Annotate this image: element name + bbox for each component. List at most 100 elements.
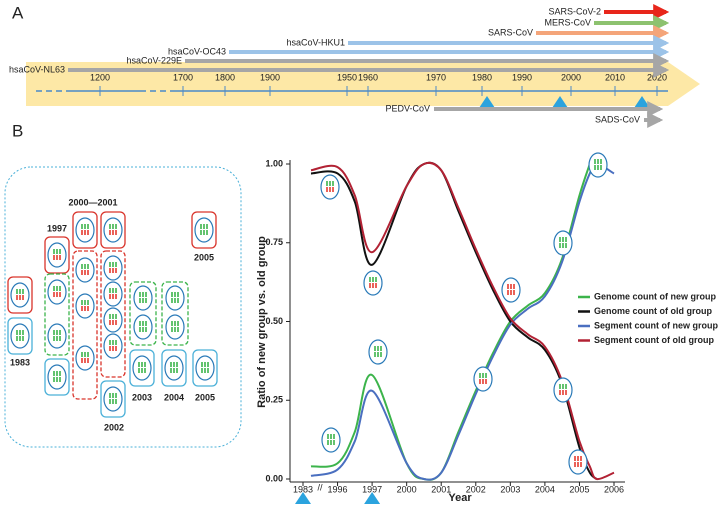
x-tick-label: 1983: [293, 484, 313, 494]
virus-label: hsaCoV-HKU1: [286, 37, 345, 47]
x-tick-label: 2000: [397, 484, 417, 494]
group-box: [72, 211, 98, 249]
y-tick-label: 0.75: [265, 237, 283, 247]
event-marker: [479, 96, 495, 108]
timeline-label: 1960: [358, 72, 378, 82]
group-box: [100, 250, 126, 378]
y-tick-label: 1.00: [265, 158, 283, 168]
genome-icon: [47, 323, 67, 349]
x-axis-label: Year: [448, 492, 472, 504]
genome-icon: [165, 314, 185, 340]
series-line: [310, 161, 598, 480]
legend-label: Segment count of new group: [594, 320, 718, 330]
x-tick-label: 2003: [500, 484, 520, 494]
group-box: [191, 211, 217, 249]
event-marker: [364, 492, 381, 504]
genome-icon: [103, 333, 123, 359]
virus-label: SARS-CoV-2: [548, 6, 601, 16]
group-box: [72, 250, 98, 400]
genome-icon: [568, 449, 588, 475]
group-box: [44, 236, 70, 274]
x-tick-label: 1996: [328, 484, 348, 494]
virus-label: SARS-CoV: [488, 27, 533, 37]
diagram-label: 1997: [47, 223, 67, 233]
x-tick-label: 2004: [535, 484, 555, 494]
panel-label: B: [12, 121, 23, 140]
genome-icon: [553, 377, 573, 403]
genome-icon: [75, 293, 95, 319]
virus-label: hsaCoV-NL63: [9, 64, 65, 74]
group-box: [7, 276, 33, 314]
event-marker: [295, 492, 311, 504]
timeline-label: 1970: [426, 72, 446, 82]
diagram-label: 2003: [132, 392, 152, 402]
group-box: [129, 281, 157, 346]
genome-icon: [10, 323, 30, 349]
panel-label: A: [12, 3, 24, 22]
x-tick-label: 1997: [362, 484, 382, 494]
genome-icon: [10, 282, 30, 308]
genome-icon: [103, 255, 123, 281]
genome-icon: [47, 279, 67, 305]
diagram-label: 2000—2001: [68, 197, 117, 207]
x-tick-label: 2006: [604, 484, 624, 494]
timeline-label: 2000: [561, 72, 581, 82]
series-line: [310, 161, 615, 481]
diagram-label: 2004: [164, 392, 184, 402]
timeline-label: 1990: [512, 72, 532, 82]
genome-icon: [320, 174, 340, 200]
y-tick-label: 0.00: [265, 473, 283, 483]
genome-icon: [75, 345, 95, 371]
timeline-label: 1950: [337, 72, 357, 82]
genome-icon: [103, 217, 123, 243]
genome-icon: [553, 230, 573, 256]
genome-icon: [103, 386, 123, 412]
virus-label: hsaCoV-229E: [126, 55, 182, 65]
genome-icon: [103, 281, 123, 307]
event-marker: [552, 96, 568, 108]
genome-icon: [164, 355, 184, 381]
timeline-label: 1200: [90, 72, 110, 82]
diagram-label: 1983: [10, 357, 30, 367]
genome-icon: [195, 355, 215, 381]
genome-icon: [47, 364, 67, 390]
y-axis-label: Ratio of new group vs. old group: [256, 236, 268, 408]
y-tick-label: 0.25: [265, 395, 283, 405]
event-marker: [634, 96, 650, 108]
genome-icon: [103, 307, 123, 333]
timeline-label: 2010: [605, 72, 625, 82]
genome-icon: [363, 270, 383, 296]
x-tick-label: 2001: [431, 484, 451, 494]
timeline-label: 1980: [472, 72, 492, 82]
timeline-label: 1900: [260, 72, 280, 82]
genome-icon: [75, 257, 95, 283]
timeline-label: 2020: [647, 72, 667, 82]
genome-icon: [165, 285, 185, 311]
group-box: [7, 317, 33, 355]
y-tick-label: 0.50: [265, 316, 283, 326]
genome-icon: [473, 366, 493, 392]
x-tick-label: 2005: [569, 484, 589, 494]
genome-icon: [501, 277, 521, 303]
group-box: [44, 358, 70, 396]
group-box: [100, 211, 126, 249]
x-tick-label: 2002: [466, 484, 486, 494]
virus-label: PEDV-CoV: [385, 103, 430, 113]
legend-label: Genome count of old group: [594, 306, 712, 316]
virus-label: MERS-CoV: [544, 17, 591, 27]
virus-label: SADS-CoV: [595, 114, 640, 124]
genome-icon: [133, 314, 153, 340]
genome-icon: [75, 217, 95, 243]
group-box: [129, 349, 155, 387]
diagram-label: 2005: [195, 392, 215, 402]
genome-icon: [368, 339, 388, 365]
group-box: [192, 349, 218, 387]
timeline-band: [26, 62, 700, 106]
genome-icon: [321, 427, 341, 453]
axis-break: //: [317, 482, 323, 492]
genome-icon: [588, 152, 608, 178]
legend-label: Genome count of new group: [594, 291, 716, 301]
virus-label: hsaCoV-OC43: [168, 46, 226, 56]
genome-icon: [194, 217, 214, 243]
